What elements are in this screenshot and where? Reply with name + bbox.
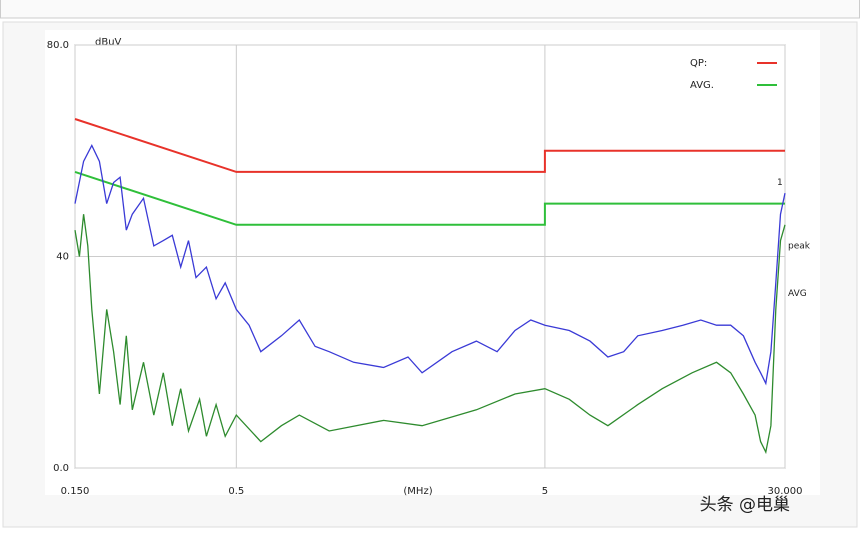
x-tick-label: 30.000 (768, 486, 803, 497)
y-tick-label: 0.0 (53, 463, 69, 474)
annotation: AVG (788, 289, 807, 299)
x-label: (MHz) (403, 486, 432, 497)
y-tick-label: 40 (56, 252, 69, 263)
y-unit: dBuV (95, 37, 122, 48)
legend-label: QP: (690, 58, 707, 69)
x-tick-label: 0.150 (61, 486, 90, 497)
series-line (74, 214, 786, 455)
watermark: 头条 @电巢 (700, 495, 790, 515)
series-line (74, 144, 786, 386)
legend-label: AVG. (690, 80, 714, 91)
annotation: 1 (777, 178, 783, 188)
series-line (74, 170, 785, 226)
x-tick-label: 5 (542, 486, 548, 497)
x-tick-label: 0.5 (228, 486, 244, 497)
y-tick-label: 80.0 (47, 40, 69, 51)
series-line (74, 118, 785, 173)
annotation: peak (788, 241, 811, 251)
top-bar (0, 0, 860, 19)
